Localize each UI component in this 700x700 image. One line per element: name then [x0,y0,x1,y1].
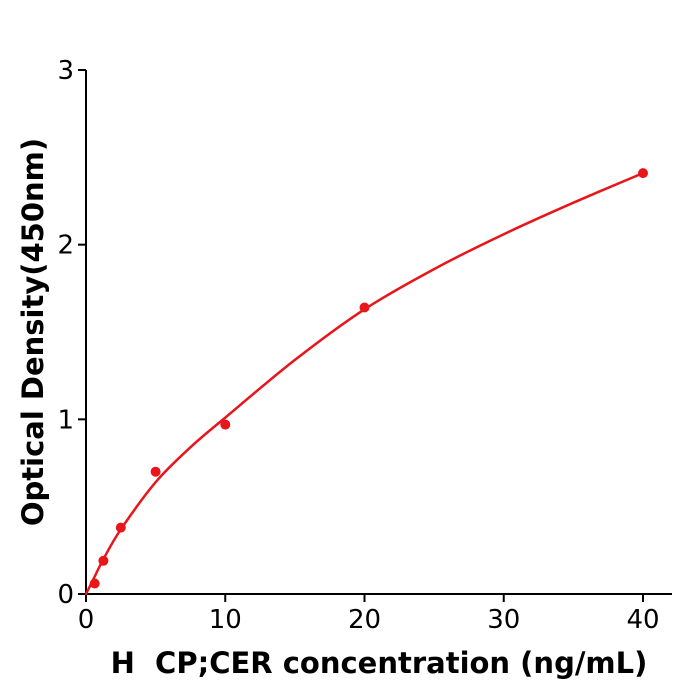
data-point [359,302,370,313]
x-axis-title: H CP;CER concentration (ng/mL) [111,646,648,680]
axes-spines [85,70,672,595]
data-point [220,419,231,430]
data-point [115,522,126,533]
y-tick-label: 1 [57,405,74,435]
data-point [98,555,109,566]
y-axis-title: Optical Density(450nm) [16,138,50,526]
x-tick-label: 10 [209,605,242,635]
fit-curve-line [84,171,645,596]
data-point [150,466,161,477]
x-tick-label: 30 [487,605,520,635]
y-tick-label: 3 [57,56,74,86]
x-tick-label: 20 [348,605,381,635]
axes-tick-labels: 0 10 20 30 40 0 1 2 3 [57,56,659,635]
plot-area [84,168,648,596]
x-tick-label: 0 [78,605,95,635]
data-point [638,168,648,179]
y-tick-label: 2 [57,231,74,261]
data-point [89,578,100,589]
y-tick-label: 0 [57,580,74,610]
x-tick-label: 40 [626,605,659,635]
axes-ticks [78,69,644,602]
